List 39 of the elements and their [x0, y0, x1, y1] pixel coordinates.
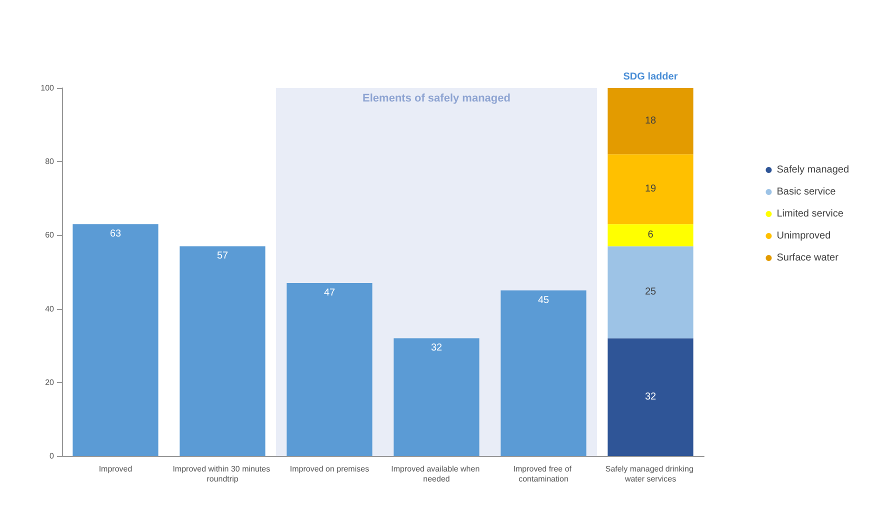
y-tick-label: 20: [45, 378, 55, 387]
bar: [394, 338, 480, 456]
data-label: 18: [644, 116, 656, 127]
legend-label: Safely managed: [776, 164, 850, 176]
data-label: 63: [110, 228, 122, 240]
data-label: 25: [644, 286, 656, 298]
x-tick-label: Improved free of contamination: [513, 464, 574, 484]
legend-label: Limited service: [776, 208, 844, 220]
legend-label: Basic service: [776, 186, 836, 198]
bar: [608, 88, 694, 154]
bar: [608, 246, 694, 338]
bar: [608, 338, 694, 456]
x-tick-label: Improved available when needed: [391, 464, 482, 484]
bar: [72, 224, 158, 456]
y-tick-label: 80: [45, 157, 55, 166]
bar: [608, 224, 694, 246]
legend-label: Surface water: [776, 252, 840, 264]
data-label: 19: [644, 184, 656, 195]
bar: [608, 154, 694, 224]
bar: [286, 283, 372, 456]
bar: [500, 290, 586, 456]
data-label: 57: [216, 250, 228, 262]
x-tick-label: Improved within 30 minutes roundtrip: [172, 464, 272, 484]
data-label: 32: [430, 342, 442, 354]
band-label: Elements of safely managed: [362, 92, 510, 104]
data-label: 47: [324, 288, 336, 299]
data-label: 6: [648, 230, 654, 241]
data-label: 32: [644, 392, 656, 403]
x-tick-label: Improved on premises: [290, 464, 370, 474]
bar: [180, 246, 266, 456]
data-label: 45: [538, 294, 550, 306]
x-tick-label: Improved: [98, 464, 132, 474]
y-tick-label: 100: [40, 84, 55, 92]
y-tick-label: 0: [50, 452, 55, 460]
y-tick-label: 40: [45, 304, 55, 314]
x-tick-label: Safely managed drinking water services: [605, 464, 696, 484]
legend-label: Unimproved: [776, 230, 831, 242]
annotation: SDG ladder: [623, 72, 678, 82]
y-tick-label: 60: [45, 230, 55, 240]
